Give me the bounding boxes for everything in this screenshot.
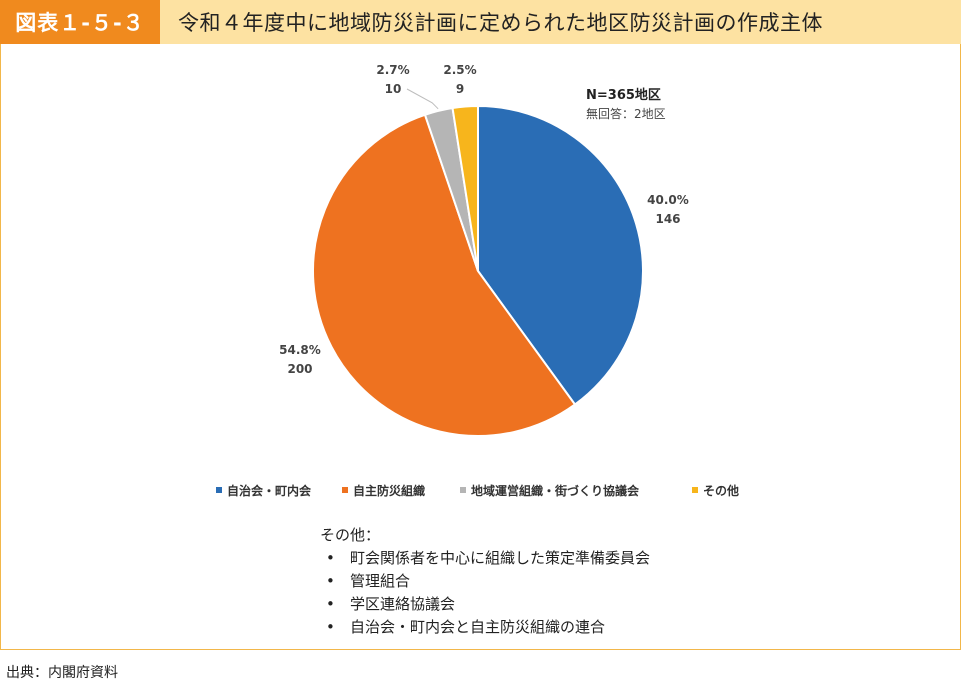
sample-size-label: N=365地区 (586, 87, 661, 103)
other-note-item: • 学区連絡協議会 (320, 593, 650, 616)
legend-label: 自主防災組織 (353, 483, 425, 498)
bullet-icon: • (326, 618, 335, 636)
other-note-text: 自治会・町内会と自主防災組織の連合 (350, 618, 606, 636)
slice-percent-label: 54.8% (279, 343, 321, 357)
other-note-text: 学区連絡協議会 (350, 595, 456, 613)
slice-count-label: 146 (655, 212, 680, 226)
data-labels: 40.0% 146 54.8% 200 2.7% 10 2.5% 9 (279, 63, 689, 376)
pie-chart: 40.0% 146 54.8% 200 2.7% 10 2.5% 9 N=365地区 無回答：… (216, 63, 739, 498)
pie-slice (451, 104, 479, 272)
pie-slice (477, 104, 644, 406)
other-notes-heading: その他： (320, 526, 381, 544)
slice-count-label: 10 (385, 82, 402, 96)
other-notes-list: • 町会関係者を中心に組織した策定準備委員会 • 管理組合 • 学区連絡協議会 • 自治… (320, 547, 650, 639)
legend-swatch (216, 487, 222, 493)
bullet-icon: • (326, 572, 335, 590)
legend: 自治会・町内会 自主防災組織 地域運営組織・街づくり協議会 その他 (216, 483, 739, 498)
legend-swatch (460, 487, 466, 493)
figure-number-badge: 図表１-５-３ (0, 0, 160, 44)
other-note-item: • 町会関係者を中心に組織した策定準備委員会 (320, 547, 650, 570)
legend-label: 地域運営組織・街づくり協議会 (471, 483, 640, 498)
leader-lines (406, 88, 439, 110)
slice-count-label: 200 (287, 362, 312, 376)
slice-percent-label: 2.7% (376, 63, 409, 77)
legend-swatch (692, 487, 698, 493)
bullet-icon: • (326, 549, 335, 567)
slice-count-label: 9 (456, 82, 464, 96)
no-answer-label: 無回答：2地区 (586, 106, 666, 121)
slice-percent-label: 40.0% (647, 193, 689, 207)
pie-slice (312, 113, 577, 437)
legend-label: 自治会・町内会 (227, 483, 312, 498)
other-note-item: • 自治会・町内会と自主防災組織の連合 (320, 616, 650, 639)
source-note: 出典：内閣府資料 (6, 665, 118, 681)
pie-slices (312, 104, 644, 437)
legend-label: その他 (703, 483, 739, 498)
figure-title: 令和４年度中に地域防災計画に定められた地区防災計画の作成主体 (178, 11, 823, 35)
legend-swatch (342, 487, 348, 493)
other-note-item: • 管理組合 (320, 570, 650, 593)
figure-header: 図表１-５-３ 令和４年度中に地域防災計画に定められた地区防災計画の作成主体 (0, 0, 961, 44)
leader-line (406, 88, 439, 110)
slice-percent-label: 2.5% (443, 63, 476, 77)
other-notes: その他： • 町会関係者を中心に組織した策定準備委員会 • 管理組合 • 学区連絡協議… (320, 524, 650, 639)
other-note-text: 管理組合 (350, 572, 411, 590)
bullet-icon: • (326, 595, 335, 613)
other-note-text: 町会関係者を中心に組織した策定準備委員会 (350, 549, 651, 567)
